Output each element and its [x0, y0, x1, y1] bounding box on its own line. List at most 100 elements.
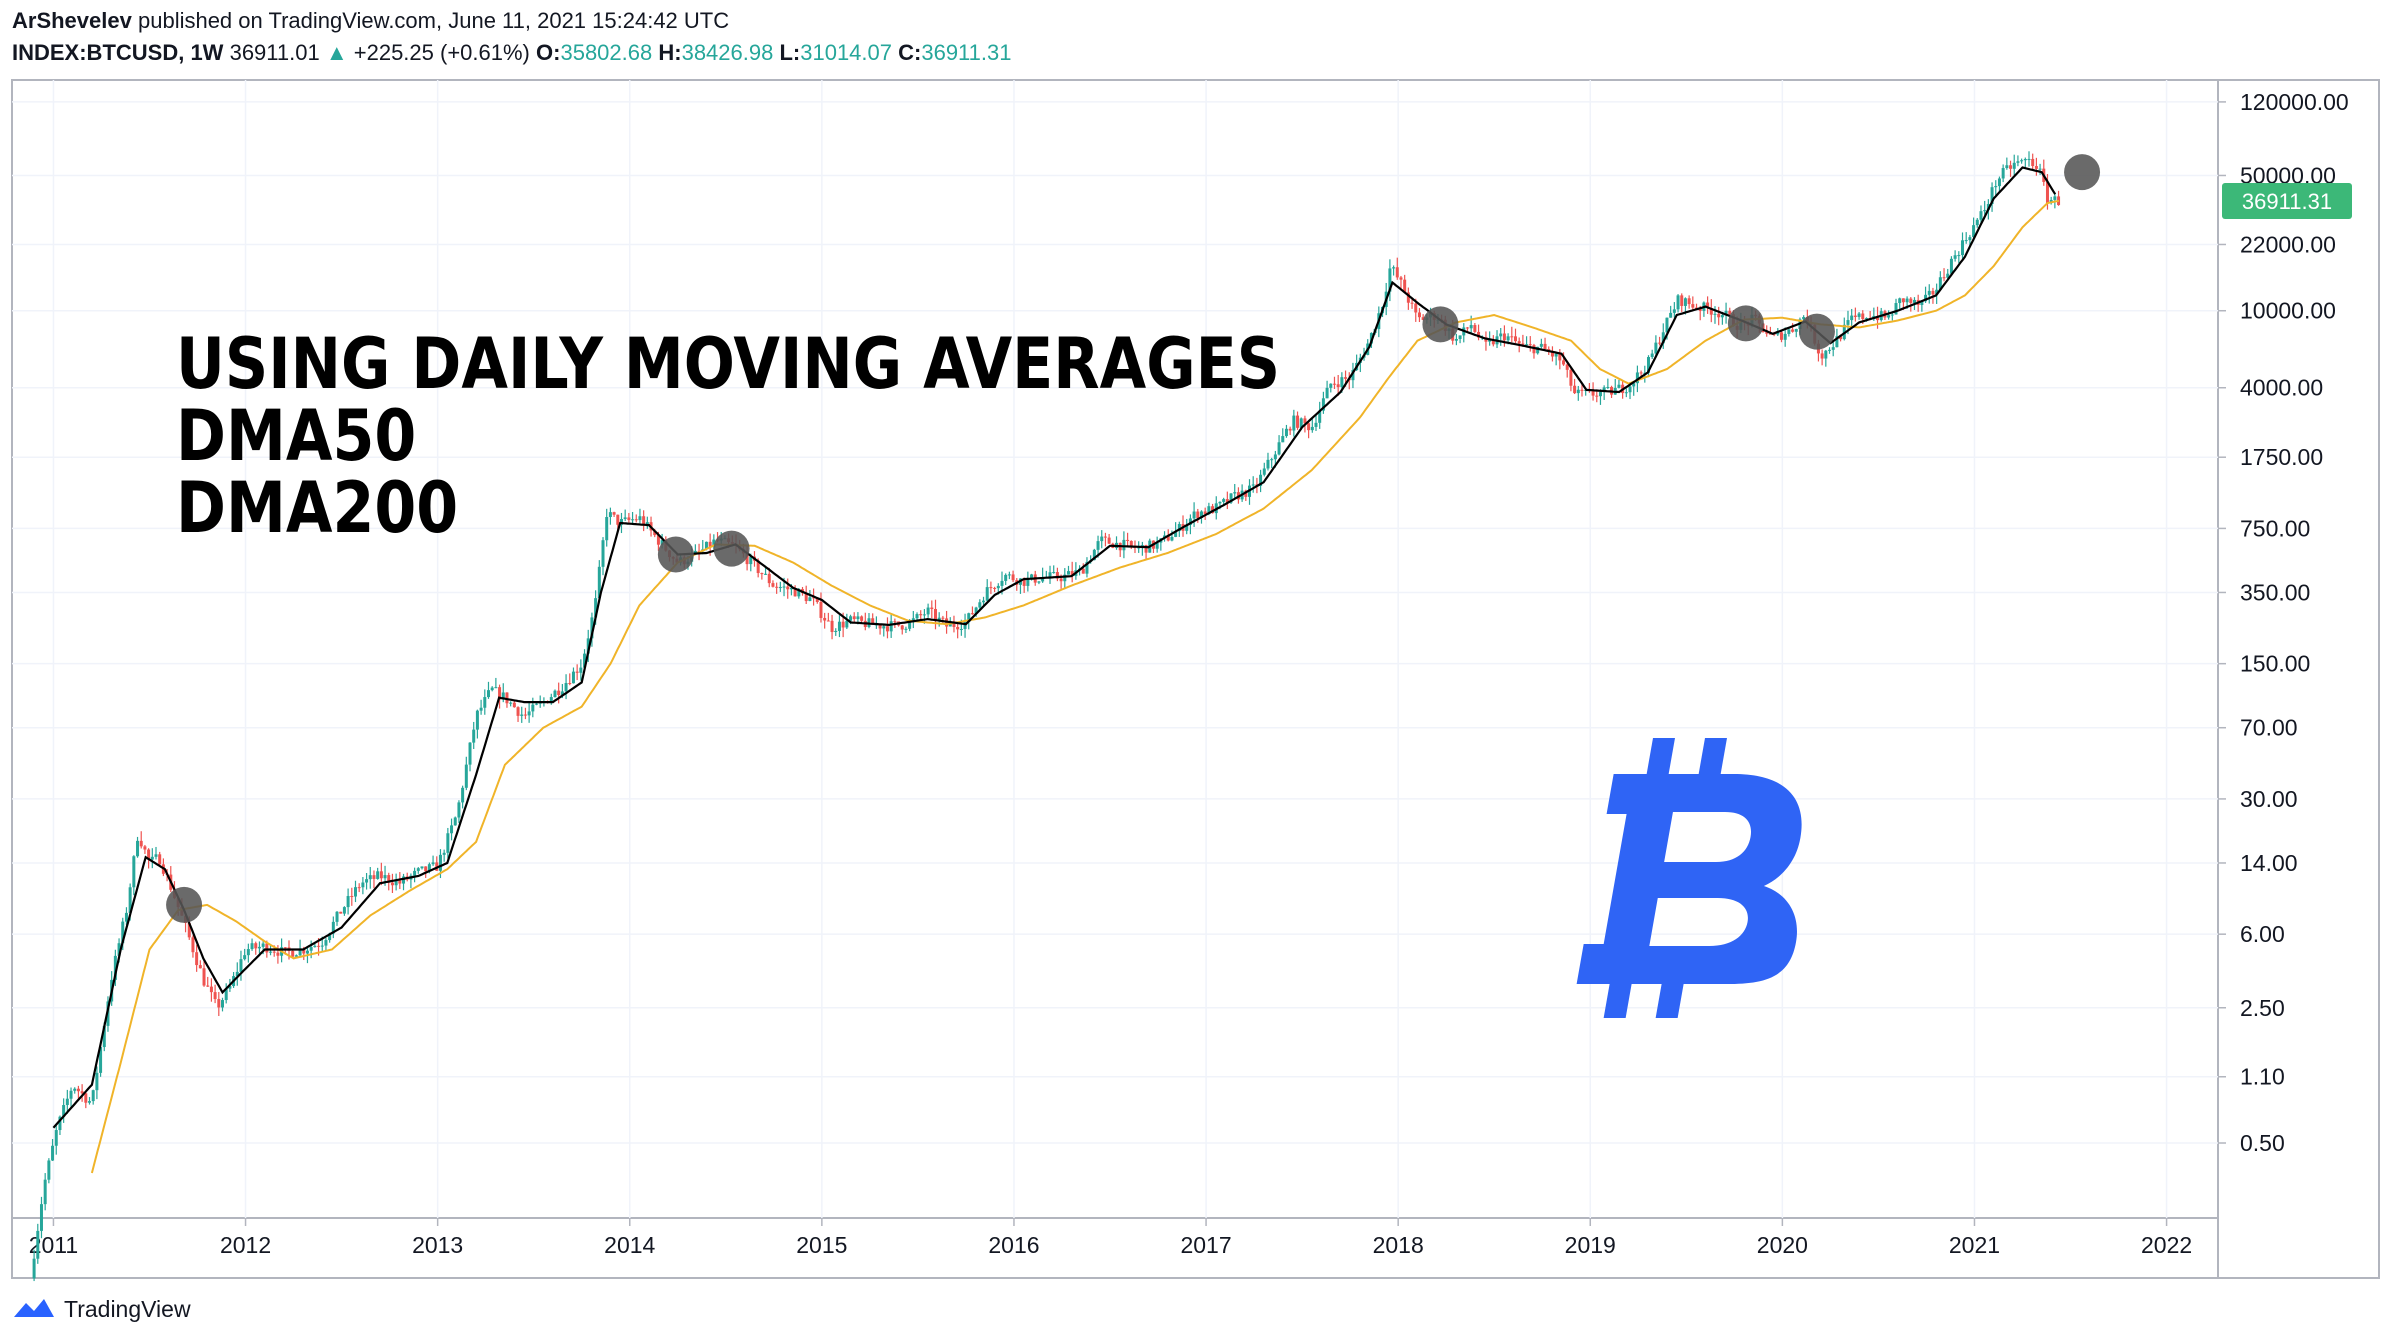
down-candle-body — [970, 613, 974, 615]
price-change: +225.25 (+0.61%) — [353, 40, 530, 65]
price-tick-label: 120000.00 — [2240, 89, 2349, 115]
up-candle-body — [99, 1047, 103, 1073]
down-candle-body — [317, 945, 321, 947]
down-candle-body — [1573, 385, 1577, 394]
down-candle-body — [612, 512, 616, 515]
down-candle-body — [1399, 277, 1403, 280]
down-candle-body — [1839, 336, 1843, 340]
up-candle-body — [468, 742, 472, 765]
down-candle-body — [956, 626, 960, 630]
dma50-line — [52, 166, 2057, 1129]
up-candle-body — [1831, 347, 1835, 350]
footer-brand[interactable]: TradingView — [12, 1296, 191, 1323]
up-candle-body — [1894, 303, 1898, 315]
down-candle-body — [1059, 578, 1063, 582]
down-candle-body — [1144, 545, 1148, 553]
up-candle-body — [1262, 468, 1266, 475]
down-candle-body — [206, 985, 210, 987]
time-axis[interactable]: 2011 2012 2013 2014 2015 2016 2017 2018 2019 2020… — [29, 1218, 2192, 1258]
up-candle-body — [1155, 542, 1159, 549]
up-candle-body — [1617, 384, 1621, 388]
up-candle-body — [531, 704, 535, 712]
annotation-text: USING DAILY MOVING AVERAGES DMA50 DMA200 — [176, 328, 1280, 544]
up-candle-body — [246, 949, 250, 956]
down-candle-body — [198, 965, 202, 969]
up-candle-body — [73, 1088, 77, 1091]
up-candle-body — [250, 943, 254, 950]
down-candle-body — [852, 616, 856, 620]
up-candle-body — [1185, 524, 1189, 531]
price-axis[interactable]: 120000.0050000.0022000.0010000.004000.00… — [2218, 89, 2349, 1156]
up-candle-body — [560, 691, 564, 695]
down-candle-body — [830, 620, 834, 633]
up-candle-body — [501, 692, 505, 700]
down-candle-body — [1303, 418, 1307, 424]
up-candle-body — [1277, 442, 1281, 455]
down-candle-body — [1129, 540, 1133, 546]
up-candle-body — [1506, 336, 1510, 341]
price-tick-label: 750.00 — [2240, 515, 2310, 541]
symbol-name[interactable]: INDEX:BTCUSD, 1W — [12, 40, 224, 65]
price-tick-label: 70.00 — [2240, 715, 2298, 741]
up-candle-body — [1004, 574, 1008, 581]
down-candle-body — [1196, 511, 1200, 518]
up-candle-body — [438, 854, 442, 871]
down-candle-body — [1521, 343, 1525, 345]
up-candle-body — [605, 517, 609, 541]
up-candle-body — [136, 840, 140, 857]
up-candle-body — [261, 943, 265, 947]
down-candle-body — [1639, 372, 1643, 374]
up-candle-body — [1325, 387, 1329, 399]
up-candle-body — [1857, 313, 1861, 317]
down-candle-body — [1901, 298, 1905, 303]
time-tick-label: 2018 — [1373, 1232, 1424, 1258]
up-candle-body — [1177, 524, 1181, 532]
up-candle-body — [1983, 210, 1987, 212]
down-candle-body — [1558, 353, 1562, 361]
down-candle-body — [775, 586, 779, 588]
up-candle-body — [376, 871, 380, 879]
close-value: 36911.31 — [921, 40, 1012, 65]
up-candle-body — [1787, 329, 1791, 334]
up-candle-body — [597, 566, 601, 599]
low-label: L: — [779, 40, 801, 65]
cross-marker — [1727, 305, 1764, 342]
up-candle-body — [904, 628, 908, 630]
time-tick-label: 2021 — [1949, 1232, 2000, 1258]
up-candle-body — [2020, 160, 2024, 162]
up-candle-body — [1661, 332, 1665, 344]
up-candle-body — [446, 833, 450, 853]
up-candle-body — [1222, 499, 1226, 502]
down-candle-body — [498, 687, 502, 700]
up-candle-body — [856, 616, 860, 620]
down-candle-body — [265, 943, 269, 953]
down-candle-body — [357, 887, 361, 889]
down-candle-body — [202, 968, 206, 986]
down-candle-body — [1728, 310, 1732, 315]
down-candle-body — [1203, 511, 1207, 515]
down-candle-body — [1580, 389, 1584, 391]
down-candle-body — [1166, 535, 1170, 541]
down-candle-body — [512, 702, 516, 708]
up-candle-body — [1192, 511, 1196, 519]
up-candle-body — [889, 621, 893, 632]
cross-marker — [166, 886, 203, 923]
down-candle-body — [893, 621, 897, 623]
up-candle-body — [1927, 290, 1931, 295]
down-candle-body — [1211, 506, 1215, 514]
down-candle-body — [878, 624, 882, 629]
price-tick-label: 150.00 — [2240, 651, 2310, 677]
up-candle-body — [1458, 335, 1462, 339]
author-name[interactable]: ArShevelev — [12, 8, 132, 33]
up-candle-body — [849, 616, 853, 621]
up-candle-body — [1979, 211, 1983, 220]
up-candle-body — [394, 880, 398, 886]
up-candle-body — [520, 714, 524, 716]
up-candle-body — [431, 862, 435, 865]
time-tick-label: 2019 — [1565, 1232, 1616, 1258]
up-candle-body — [1273, 454, 1277, 460]
last-price-tag: 36911.31 — [2222, 182, 2352, 219]
down-candle-body — [1562, 360, 1566, 365]
up-candle-body — [450, 825, 454, 834]
